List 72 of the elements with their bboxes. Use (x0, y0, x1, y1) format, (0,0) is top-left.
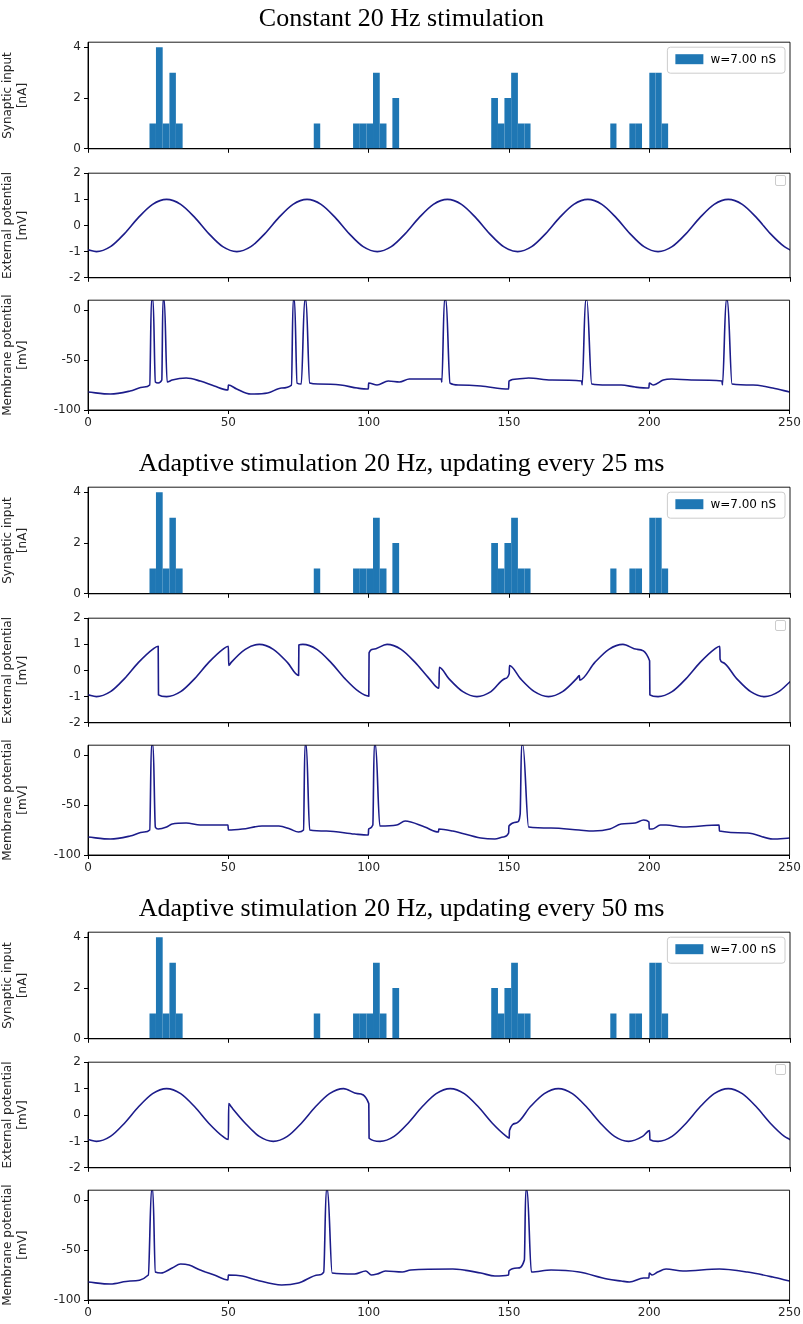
y-tick-label: 0 (73, 747, 81, 762)
y-tick-label: 0 (73, 140, 81, 155)
y-tick-label: 0 (73, 662, 81, 677)
x-tick-label: 0 (84, 1305, 92, 1320)
y-tick-label: -1 (69, 1133, 81, 1148)
y-tick-label: 2 (73, 535, 81, 550)
y-tick-label: 4 (73, 484, 81, 499)
line-series (88, 1190, 790, 1286)
y-tick-label: 1 (73, 636, 81, 651)
y-axis-title: Membrane potential [mV] (0, 294, 29, 416)
x-tick-label: 200 (637, 1305, 661, 1320)
line-series (88, 745, 790, 840)
legend-label: w=7.00 nS (710, 496, 776, 511)
y-tick-label: 0 (73, 1107, 81, 1122)
y-axis-title: Synaptic input [nA] (0, 496, 29, 584)
x-tick-label: 200 (637, 415, 661, 430)
y-tick-label: 2 (73, 90, 81, 105)
x-tick-label: 100 (357, 415, 381, 430)
y-tick-label: -2 (69, 1159, 81, 1174)
x-tick-label: 200 (637, 860, 661, 875)
y-tick-label: -100 (53, 402, 81, 417)
chart-title: Adaptive stimulation 20 Hz, updating every 50 ms (137, 892, 666, 924)
x-tick-label: 150 (497, 1305, 521, 1320)
y-axis-title: External potential [mV] (0, 1061, 29, 1169)
line-series (88, 198, 790, 253)
x-tick-label: 150 (497, 860, 521, 875)
x-tick-label: 0 (84, 415, 92, 430)
x-tick-label: 150 (497, 415, 521, 430)
y-axis-title: External potential [mV] (0, 172, 29, 279)
y-tick-label: -50 (61, 352, 81, 367)
y-tick-label: 0 (73, 1030, 81, 1045)
y-tick-label: 4 (73, 39, 81, 54)
y-tick-label: -1 (69, 243, 81, 258)
x-tick-label: 50 (220, 860, 236, 875)
y-tick-label: 1 (73, 191, 81, 206)
y-axis-title: Synaptic input [nA] (0, 51, 29, 139)
y-tick-label: -100 (53, 847, 81, 862)
y-tick-label: 0 (73, 585, 81, 600)
y-tick-label: -100 (53, 1292, 81, 1307)
y-axis-title: Synaptic input [nA] (0, 941, 29, 1029)
y-tick-label: 2 (73, 980, 81, 995)
y-axis-title: Membrane potential [mV] (0, 1184, 29, 1306)
y-tick-label: 0 (73, 302, 81, 317)
y-tick-label: -2 (69, 269, 81, 284)
x-tick-label: 250 (778, 415, 801, 430)
y-tick-label: 2 (73, 610, 81, 625)
x-tick-label: 0 (84, 860, 92, 875)
y-tick-label: -50 (61, 797, 81, 812)
x-tick-label: 250 (778, 860, 801, 875)
y-tick-label: 2 (73, 165, 81, 180)
y-tick-label: 4 (73, 929, 81, 944)
y-tick-label: -1 (69, 688, 81, 703)
y-tick-label: 0 (73, 1192, 81, 1207)
chart-title: Constant 20 Hz stimulation (257, 2, 546, 34)
y-tick-label: 0 (73, 217, 81, 232)
y-tick-label: 1 (73, 1080, 81, 1095)
y-tick-label: -50 (61, 1242, 81, 1257)
line-series (88, 300, 790, 395)
y-axis-title: External potential [mV] (0, 617, 29, 724)
y-tick-label: -2 (69, 714, 81, 729)
chart-title: Adaptive stimulation 20 Hz, updating every 25 ms (137, 447, 666, 479)
x-tick-label: 100 (357, 1305, 381, 1320)
legend-label: w=7.00 nS (710, 941, 776, 956)
y-tick-label: 2 (73, 1054, 81, 1069)
x-tick-label: 100 (357, 860, 381, 875)
x-tick-label: 50 (220, 415, 236, 430)
x-tick-label: 250 (778, 1305, 801, 1320)
y-axis-title: Membrane potential [mV] (0, 739, 29, 861)
legend-label: w=7.00 nS (710, 51, 776, 66)
x-tick-label: 50 (220, 1305, 236, 1320)
line-series (88, 1087, 790, 1143)
line-series (88, 643, 790, 698)
